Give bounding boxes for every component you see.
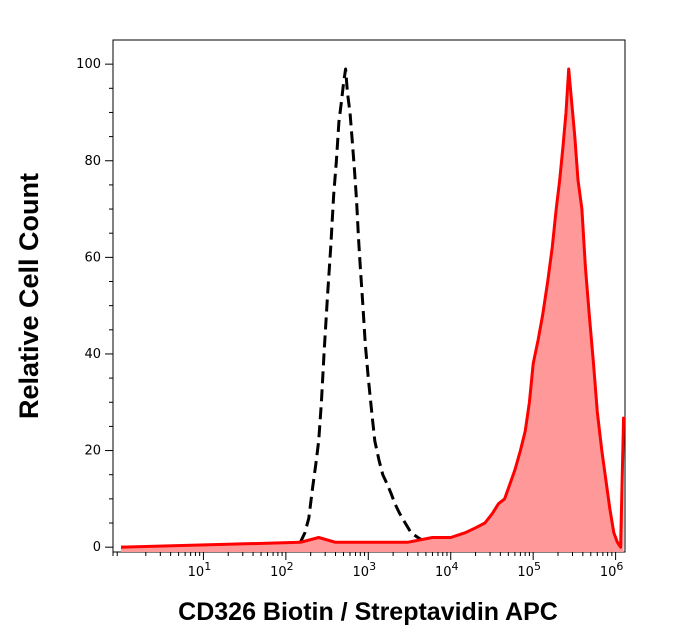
y-tick-label: 20	[84, 444, 101, 459]
series-layer	[120, 67, 626, 552]
y-axis: 0 20 40 60 80 100	[76, 57, 113, 555]
x-tick-label: 105	[517, 560, 541, 580]
y-tick-label: 0	[93, 540, 101, 555]
x-axis-title: CD326 Biotin / Streptavidin APC	[178, 598, 558, 626]
y-tick-label: 100	[76, 57, 101, 72]
y-axis-title: Relative Cell Count	[14, 173, 44, 419]
series-line-1	[120, 67, 626, 549]
y-tick-label: 80	[84, 154, 101, 169]
x-tick-label: 102	[270, 560, 294, 580]
y-tick-label: 40	[84, 347, 101, 362]
x-tick-label: 104	[435, 560, 459, 580]
x-axis: 101 102 103 104 105 106	[112, 552, 624, 580]
x-tick-label: 101	[188, 560, 212, 580]
series-line-0	[121, 67, 476, 549]
x-tick-label: 106	[600, 560, 624, 580]
y-tick-label: 60	[84, 250, 101, 265]
x-tick-label: 103	[353, 560, 377, 580]
series-fill-1	[121, 69, 624, 552]
